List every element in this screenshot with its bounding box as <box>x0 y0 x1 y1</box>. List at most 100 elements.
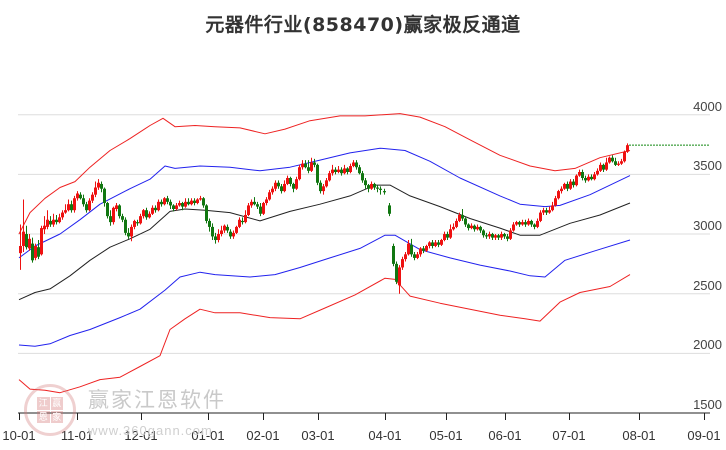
candle <box>572 179 575 188</box>
candle <box>85 201 88 213</box>
candle <box>25 225 28 250</box>
candle <box>274 180 277 192</box>
logo-char: 江 <box>37 397 50 410</box>
candle <box>410 238 413 257</box>
x-tick-label: 06-01 <box>488 428 522 443</box>
candle <box>37 240 40 260</box>
candle <box>485 232 488 239</box>
candle <box>539 210 542 223</box>
candle <box>199 195 202 201</box>
candle <box>527 218 530 226</box>
watermark-logo-icon: 江 赢 恩 家 <box>24 384 76 436</box>
candle <box>355 160 358 170</box>
candle <box>506 234 509 242</box>
candle <box>401 256 404 270</box>
candle <box>575 174 578 187</box>
candle <box>241 217 244 225</box>
candle <box>488 231 491 239</box>
candle <box>419 247 422 257</box>
candle <box>247 203 250 217</box>
candle <box>238 217 241 229</box>
candle <box>358 164 361 175</box>
candle <box>524 219 527 227</box>
candle <box>337 166 340 174</box>
candle <box>407 240 410 256</box>
candle <box>103 187 106 207</box>
candle <box>491 232 494 241</box>
candle <box>301 160 304 170</box>
candle <box>211 223 214 241</box>
candle <box>497 234 500 241</box>
candle <box>398 265 401 294</box>
candle <box>22 199 25 252</box>
x-tick-label: 05-01 <box>429 428 463 443</box>
candle <box>334 167 337 175</box>
candle <box>97 179 100 190</box>
candle <box>70 200 73 213</box>
candle <box>295 176 298 190</box>
candle <box>464 217 467 227</box>
candle <box>376 185 379 193</box>
y-tick-label: 2000 <box>693 337 722 353</box>
candle <box>364 177 367 189</box>
candle <box>482 229 485 238</box>
candle <box>352 160 355 168</box>
candle <box>446 231 449 241</box>
candle <box>388 203 391 217</box>
candle <box>473 224 476 232</box>
candle <box>307 160 310 174</box>
candle <box>67 199 70 212</box>
candle <box>367 183 370 193</box>
candle <box>250 199 253 208</box>
candle <box>244 210 247 224</box>
candle <box>19 224 22 270</box>
candle <box>217 229 220 243</box>
candle <box>413 251 416 261</box>
candle <box>73 195 76 213</box>
candle <box>292 182 295 193</box>
candle <box>461 208 464 221</box>
candle <box>542 207 545 215</box>
candle <box>431 240 434 249</box>
candle <box>64 204 67 214</box>
candle <box>349 163 352 174</box>
x-tick-label: 10-01 <box>2 428 36 443</box>
candle <box>298 164 301 181</box>
candle <box>425 244 428 252</box>
candle <box>271 186 274 195</box>
x-tick-label: 12-01 <box>124 428 158 443</box>
candle <box>118 204 121 219</box>
candle <box>614 157 617 167</box>
candle <box>476 224 479 231</box>
x-tick-label: 08-01 <box>622 428 656 443</box>
candle <box>178 200 181 207</box>
candle <box>623 150 626 163</box>
candle <box>373 182 376 190</box>
candle <box>130 224 133 242</box>
candle <box>470 223 473 230</box>
candle <box>115 203 118 212</box>
candle <box>133 219 136 230</box>
candle <box>569 179 572 190</box>
candle <box>440 238 443 246</box>
candle <box>617 161 620 167</box>
candle <box>599 162 602 173</box>
candle <box>256 201 259 209</box>
x-tick-label: 03-01 <box>301 428 335 443</box>
candle <box>49 216 52 227</box>
candle <box>235 225 238 235</box>
candle <box>31 237 34 263</box>
candle <box>205 204 208 224</box>
x-tick-label: 11-01 <box>60 428 94 443</box>
candle <box>268 189 271 201</box>
candle <box>626 143 629 153</box>
candle <box>76 191 79 201</box>
y-tick-label: 1500 <box>693 397 722 412</box>
candle <box>160 199 163 207</box>
candle <box>328 170 331 182</box>
candle <box>383 188 386 195</box>
candle <box>220 225 223 237</box>
candle <box>289 176 292 187</box>
candle <box>190 198 193 206</box>
